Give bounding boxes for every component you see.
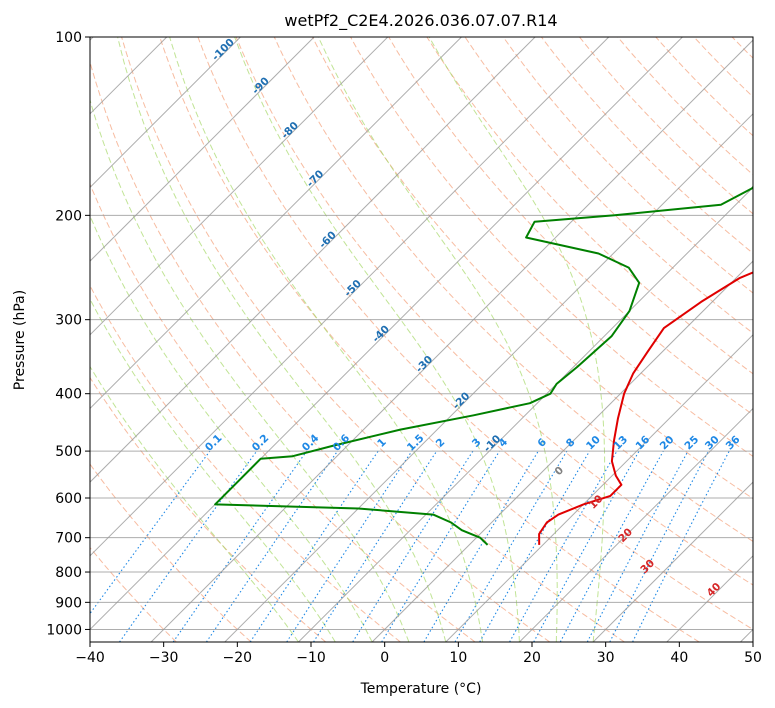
x-tick-label: −20 [223, 650, 253, 666]
isotherm-gridline [519, 407, 753, 642]
chart-title: wetPf2_C2E4.2026.036.07.07.R14 [284, 11, 557, 31]
isotherm-gridline [224, 113, 753, 642]
isotherm-gridline [298, 186, 753, 642]
mixing-ratio-line [454, 450, 568, 642]
plot-area: -100-90-80-70-60-50-40-30-20-100.1 0.2 0.4… [90, 37, 753, 642]
dry-adiabat [579, 37, 753, 215]
isotherm-gridline [90, 37, 241, 189]
dry-adiabat [121, 37, 625, 642]
moist-adiabat [317, 37, 558, 642]
moist-adiabat [117, 37, 447, 642]
moist-adiabat [428, 37, 606, 642]
x-tick-label: 30 [597, 650, 615, 666]
y-tick-label: 700 [55, 531, 82, 547]
isotherm-gridline [90, 37, 610, 557]
moist-adiabat [90, 98, 410, 642]
dry-adiabats [90, 37, 753, 642]
dry-adiabat [311, 37, 753, 500]
dry-adiabat [502, 37, 753, 294]
dry-adiabat [235, 37, 753, 586]
y-tick-label: 600 [55, 491, 82, 507]
profile-series [214, 185, 753, 546]
dry-adiabat [617, 37, 753, 176]
isotherm-gridline [445, 334, 753, 642]
x-tick-label: −10 [296, 650, 326, 666]
temperature-profile [538, 271, 753, 545]
y-tick-label: 500 [55, 444, 82, 460]
y-tick-label: 1000 [46, 622, 82, 638]
x-axis-ticks: −40 −30 −20 −10 0 10 20 30 40 50 [75, 642, 762, 666]
isotherm-gridline [371, 260, 753, 642]
mixing-ratio-line [90, 450, 211, 615]
y-tick-label: 200 [55, 208, 82, 224]
dry-adiabat [90, 182, 476, 642]
dry-adiabat [197, 37, 753, 631]
y-tick-label: 400 [55, 387, 82, 403]
mixing-ratio-line [172, 450, 308, 642]
mixing-ratio-line [119, 450, 258, 642]
y-axis-label: Pressure (hPa) [12, 290, 28, 390]
isotherm-gridline [592, 481, 753, 642]
y-axis-ticks: 100 200 300 400 500 600 700 800 900 1000 [46, 30, 90, 638]
pressure-gridlines [90, 37, 753, 630]
isotherm-gridline [90, 37, 536, 483]
mixing-ratio-line [205, 450, 338, 642]
moist-adiabat [169, 37, 484, 642]
x-tick-label: −40 [75, 650, 105, 666]
moist-adiabat [90, 214, 373, 642]
isotherm-gridline [90, 37, 389, 336]
mixing-ratio-line [509, 450, 618, 642]
mixing-ratio-line [313, 450, 438, 642]
x-tick-label: −30 [149, 650, 179, 666]
plot-frame [89, 36, 754, 643]
x-tick-label: 0 [380, 650, 389, 666]
x-tick-label: 20 [523, 650, 541, 666]
x-tick-label: 10 [449, 650, 467, 666]
mixing-ratio-line [352, 450, 474, 642]
mixing-ratio-line [559, 450, 664, 642]
x-tick-label: 50 [744, 650, 762, 666]
dry-adiabat [388, 37, 753, 416]
y-tick-label: 300 [55, 313, 82, 329]
y-tick-label: 900 [55, 595, 82, 611]
x-axis-label: Temperature (°C) [360, 681, 482, 697]
isotherm-gridline [150, 39, 753, 642]
isotherm-gridline [90, 37, 683, 631]
isotherm-gridline [90, 37, 462, 410]
dry-adiabat [90, 60, 551, 642]
mixing-ratio-line [423, 450, 539, 642]
dry-adiabat [426, 37, 753, 375]
mixing-ratio-line [479, 450, 591, 642]
dewpoint-profile [214, 185, 753, 546]
y-tick-label: 800 [55, 565, 82, 581]
dry-adiabat [464, 37, 753, 334]
mixing-ratio-line [381, 450, 500, 642]
isotherm-gridlines [90, 37, 753, 642]
y-tick-label: 100 [55, 30, 82, 46]
dry-adiabat [541, 37, 753, 254]
x-tick-label: 40 [670, 650, 688, 666]
moist-adiabat [234, 37, 520, 642]
isotherm-gridline [90, 37, 315, 262]
dry-adiabat [90, 284, 401, 642]
